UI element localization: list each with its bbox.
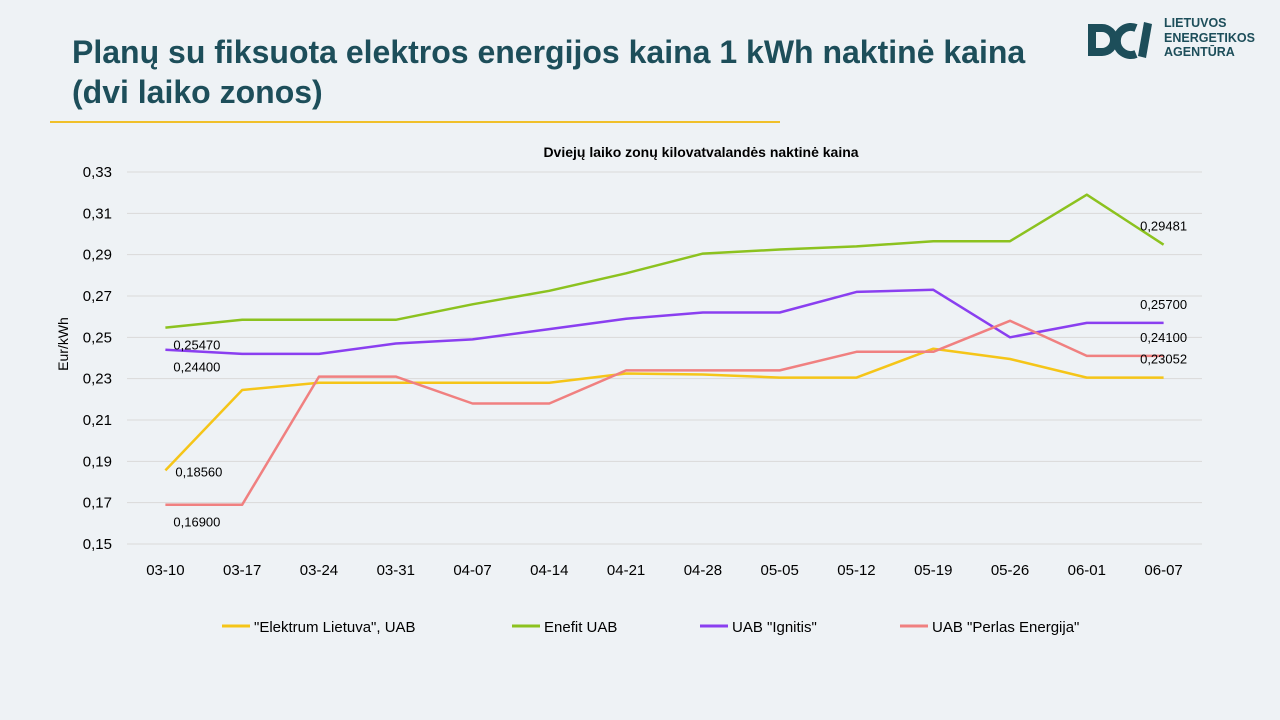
y-tick-label: 0,21 — [83, 412, 112, 429]
y-tick-label: 0,31 — [83, 205, 112, 222]
gridlines — [127, 171, 1202, 545]
series-line-3 — [165, 288, 1164, 356]
y-tick-label: 0,25 — [83, 329, 112, 346]
slide-title-line1: Planų su fiksuota elektros energijos kai… — [72, 34, 1026, 70]
title-underline — [50, 121, 780, 123]
x-tick-label: 05-12 — [837, 562, 875, 579]
x-tick-label: 04-28 — [684, 562, 722, 579]
y-axis-label: Eur/kWh — [55, 317, 71, 371]
x-tick-label: 03-24 — [300, 562, 338, 579]
agency-logo: LIETUVOS ENERGETIKOS AGENTŪRA — [1084, 16, 1264, 64]
x-tick-label: 04-21 — [607, 562, 645, 579]
slide-title-line2: (dvi laiko zonos) — [72, 74, 323, 110]
legend-label-4: UAB "Perlas Energija" — [932, 619, 1079, 636]
y-tick-label: 0,23 — [83, 371, 112, 388]
y-tick-label: 0,15 — [83, 536, 112, 553]
agency-logo-icon — [1088, 22, 1152, 59]
data-label: 0,24400 — [173, 360, 220, 375]
slide-title: Planų su fiksuota elektros energijos kai… — [72, 32, 1052, 112]
x-tick-label: 05-19 — [914, 562, 952, 579]
data-label: 0,29481 — [1140, 219, 1187, 234]
y-tick-label: 0,33 — [83, 164, 112, 181]
series-line-1 — [164, 347, 1164, 472]
x-tick-label: 05-05 — [760, 562, 798, 579]
x-tick-labels: 03-10 03-17 03-24 03-31 04-07 04-14 04-21 04-28… — [146, 562, 1183, 579]
x-tick-label: 05-26 — [991, 562, 1029, 579]
x-tick-label: 03-17 — [223, 562, 261, 579]
y-tick-label: 0,29 — [83, 247, 112, 264]
y-tick-labels: 0,15 0,17 0,19 0,21 0,23 0,25 0,27 0,29 0,31 0,33 — [83, 164, 112, 553]
legend-label-2: Enefit UAB — [544, 619, 617, 636]
logo-line3: AGENTŪRA — [1164, 45, 1235, 59]
x-tick-label: 03-31 — [377, 562, 415, 579]
data-label: 0,16900 — [173, 515, 220, 530]
legend: "Elektrum Lietuva", UAB Enefit UAB UAB "Ig… — [222, 619, 1079, 636]
x-tick-label: 04-14 — [530, 562, 568, 579]
data-label: 0,18560 — [175, 464, 222, 479]
y-tick-label: 0,19 — [83, 453, 112, 470]
data-label: 0,24100 — [1140, 330, 1187, 345]
x-tick-label: 06-01 — [1068, 562, 1106, 579]
data-label: 0,23052 — [1140, 352, 1187, 367]
x-tick-label: 06-07 — [1144, 562, 1182, 579]
legend-label-3: UAB "Ignitis" — [732, 619, 817, 636]
x-tick-label: 04-07 — [453, 562, 491, 579]
agency-logo-text: LIETUVOS ENERGETIKOS AGENTŪRA — [1164, 16, 1264, 60]
data-label: 0,25470 — [173, 338, 220, 353]
x-tick-label: 03-10 — [146, 562, 184, 579]
data-labels: 0,25470 0,24400 0,18560 0,16900 0,29481 0,257… — [173, 219, 1187, 530]
series-line-2 — [165, 193, 1165, 329]
series-line-4 — [165, 319, 1164, 506]
legend-label-1: "Elektrum Lietuva", UAB — [254, 619, 416, 636]
logo-line1: LIETUVOS — [1164, 16, 1227, 30]
data-label: 0,25700 — [1140, 297, 1187, 312]
y-tick-label: 0,27 — [83, 288, 112, 305]
chart-title: Dviejų laiko zonų kilovatvalandės naktin… — [543, 144, 858, 160]
y-tick-label: 0,17 — [83, 495, 112, 512]
series-lines — [164, 193, 1165, 506]
logo-line2: ENERGETIKOS — [1164, 30, 1255, 45]
